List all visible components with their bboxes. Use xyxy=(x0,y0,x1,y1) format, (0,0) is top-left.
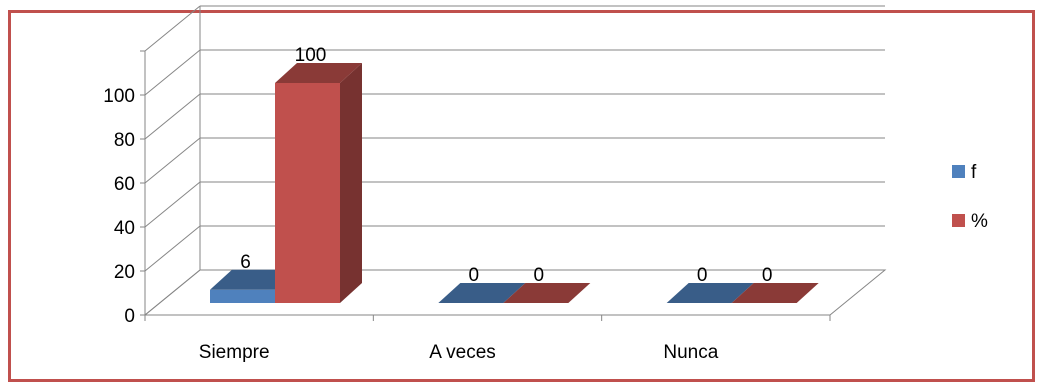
gridline-side xyxy=(144,137,201,184)
data-label: 0 xyxy=(534,265,545,286)
bar-top xyxy=(275,63,362,83)
x-tick-label: Siempre xyxy=(199,342,270,363)
chart-legend: f% xyxy=(952,162,988,232)
gridline-side xyxy=(144,49,201,96)
legend-swatch xyxy=(952,165,965,178)
gridline-side xyxy=(144,269,201,316)
y-tick-label: 0 xyxy=(124,306,135,327)
bar-top xyxy=(666,283,754,303)
x-tick-label: Nunca xyxy=(663,342,718,363)
bar-front xyxy=(275,83,340,303)
chart-bars xyxy=(210,63,819,303)
y-tick-label: 80 xyxy=(114,130,135,151)
data-label: 0 xyxy=(762,265,773,286)
data-label: 100 xyxy=(295,45,327,66)
gridline-side xyxy=(144,181,201,228)
y-tick-label: 60 xyxy=(114,174,135,195)
legend-label: f xyxy=(971,162,977,183)
bar-side xyxy=(340,63,362,303)
legend-swatch xyxy=(952,214,965,227)
bar-top xyxy=(731,283,819,303)
chart-labels: 0 20 40 60 80 100 Siempre A veces Nunca 6 100 0 0 0 0 xyxy=(103,45,772,363)
y-tick-label: 20 xyxy=(114,262,135,283)
bar-top xyxy=(438,283,526,303)
bar-front xyxy=(210,289,275,303)
bar-top xyxy=(503,283,591,303)
y-tick-label: 40 xyxy=(114,218,135,239)
x-tick-label: A veces xyxy=(429,342,496,363)
gridline-side xyxy=(144,5,201,52)
data-label: 6 xyxy=(240,252,251,273)
data-label: 0 xyxy=(469,265,480,286)
y-tick-label: 100 xyxy=(103,86,135,107)
data-label: 0 xyxy=(697,265,708,286)
gridline-side xyxy=(144,225,201,272)
chart-frame xyxy=(8,10,1035,382)
legend-label: % xyxy=(971,211,988,232)
gridline-side xyxy=(144,93,201,140)
